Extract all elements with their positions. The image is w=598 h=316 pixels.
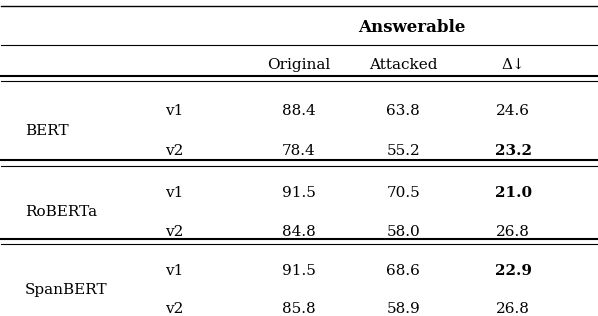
- Text: v1: v1: [165, 104, 183, 118]
- Text: 91.5: 91.5: [282, 264, 316, 278]
- Text: 26.8: 26.8: [496, 225, 530, 239]
- Text: v1: v1: [165, 264, 183, 278]
- Text: 63.8: 63.8: [386, 104, 420, 118]
- Text: 21.0: 21.0: [495, 186, 532, 200]
- Text: 24.6: 24.6: [496, 104, 530, 118]
- Text: 22.9: 22.9: [495, 264, 532, 278]
- Text: 58.0: 58.0: [386, 225, 420, 239]
- Text: v2: v2: [165, 302, 183, 316]
- Text: SpanBERT: SpanBERT: [25, 283, 108, 297]
- Text: Attacked: Attacked: [369, 58, 437, 72]
- Text: Δ↓: Δ↓: [501, 58, 525, 72]
- Text: BERT: BERT: [25, 124, 69, 138]
- Text: 91.5: 91.5: [282, 186, 316, 200]
- Text: 55.2: 55.2: [386, 143, 420, 158]
- Text: v1: v1: [165, 186, 183, 200]
- Text: 84.8: 84.8: [282, 225, 316, 239]
- Text: Answerable: Answerable: [358, 19, 466, 35]
- Text: v2: v2: [165, 225, 183, 239]
- Text: 70.5: 70.5: [386, 186, 420, 200]
- Text: 68.6: 68.6: [386, 264, 420, 278]
- Text: 58.9: 58.9: [386, 302, 420, 316]
- Text: RoBERTa: RoBERTa: [25, 205, 97, 219]
- Text: 88.4: 88.4: [282, 104, 316, 118]
- Text: v2: v2: [165, 143, 183, 158]
- Text: Original: Original: [267, 58, 331, 72]
- Text: 23.2: 23.2: [495, 143, 532, 158]
- Text: 78.4: 78.4: [282, 143, 316, 158]
- Text: 85.8: 85.8: [282, 302, 316, 316]
- Text: 26.8: 26.8: [496, 302, 530, 316]
